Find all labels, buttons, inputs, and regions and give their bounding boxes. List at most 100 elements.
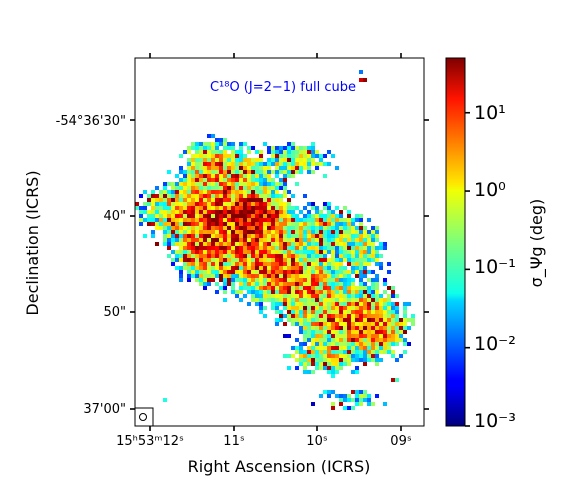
- heatmap-cell: [175, 182, 179, 186]
- heatmap-cell: [315, 266, 319, 270]
- heatmap-cell: [203, 226, 207, 230]
- heatmap-cell: [391, 314, 395, 318]
- heatmap-cell: [235, 250, 239, 254]
- heatmap-cell: [215, 226, 219, 230]
- heatmap-cell: [371, 326, 375, 330]
- heatmap-cell: [287, 162, 291, 166]
- heatmap-cell: [271, 270, 275, 274]
- heatmap-cell: [191, 154, 195, 158]
- heatmap-cell: [291, 242, 295, 246]
- heatmap-cell: [303, 262, 307, 266]
- heatmap-cell: [379, 330, 383, 334]
- heatmap-cell: [311, 306, 315, 310]
- heatmap-cell: [307, 314, 311, 318]
- heatmap-cell: [179, 218, 183, 222]
- heatmap-cell: [155, 206, 159, 210]
- heatmap-cell: [327, 202, 331, 206]
- heatmap-cell: [267, 194, 271, 198]
- heatmap-cell: [227, 246, 231, 250]
- heatmap-cell: [299, 270, 303, 274]
- heatmap-cell: [303, 310, 307, 314]
- heatmap-cell: [315, 294, 319, 298]
- heatmap-cell: [319, 230, 323, 234]
- heatmap-cell: [299, 282, 303, 286]
- heatmap-cell: [187, 206, 191, 210]
- heatmap-cell: [315, 350, 319, 354]
- heatmap-cell: [219, 158, 223, 162]
- heatmap-cell: [331, 370, 335, 374]
- heatmap-cell: [167, 242, 171, 246]
- heatmap-cell: [283, 230, 287, 234]
- heatmap-cell: [331, 326, 335, 330]
- heatmap-cell: [311, 150, 315, 154]
- heatmap-cell: [363, 246, 367, 250]
- heatmap-cell: [167, 238, 171, 242]
- heatmap-cell: [219, 154, 223, 158]
- heatmap-cell: [395, 310, 399, 314]
- heatmap-cell: [191, 178, 195, 182]
- heatmap-cell: [303, 158, 307, 162]
- heatmap-cell: [255, 214, 259, 218]
- heatmap-cell: [299, 286, 303, 290]
- heatmap-cell: [363, 302, 367, 306]
- heatmap-cell: [331, 354, 335, 358]
- heatmap-cell: [275, 198, 279, 202]
- heatmap-cell: [355, 294, 359, 298]
- heatmap-cell: [235, 254, 239, 258]
- heatmap-cell: [287, 266, 291, 270]
- heatmap-cell: [375, 262, 379, 266]
- heatmap-cell: [187, 226, 191, 230]
- heatmap-cell: [323, 206, 327, 210]
- heatmap-cell: [195, 254, 199, 258]
- heatmap-cell: [247, 234, 251, 238]
- heatmap-cell: [271, 274, 275, 278]
- heatmap-cell: [227, 266, 231, 270]
- heatmap-cell: [339, 318, 343, 322]
- heatmap-cell: [283, 154, 287, 158]
- heatmap-cell: [207, 222, 211, 226]
- heatmap-cell: [219, 178, 223, 182]
- heatmap-cell: [383, 242, 387, 246]
- heatmap-cell: [151, 210, 155, 214]
- heatmap-cell: [355, 370, 359, 374]
- heatmap-cell: [355, 314, 359, 318]
- heatmap-cell: [311, 342, 315, 346]
- heatmap-cell: [303, 218, 307, 222]
- heatmap-cell: [163, 190, 167, 194]
- heatmap-cell: [323, 202, 327, 206]
- heatmap-cell: [259, 278, 263, 282]
- heatmap-cell: [287, 170, 291, 174]
- heatmap-cell: [343, 306, 347, 310]
- heatmap-cell: [259, 274, 263, 278]
- heatmap-cell: [191, 182, 195, 186]
- heatmap-cell: [403, 302, 407, 306]
- heatmap-cell: [179, 274, 183, 278]
- heatmap-cell: [255, 166, 259, 170]
- heatmap-cell: [363, 318, 367, 322]
- heatmap-cell: [363, 230, 367, 234]
- heatmap-cell: [235, 242, 239, 246]
- heatmap-cell: [351, 250, 355, 254]
- heatmap-cell: [271, 202, 275, 206]
- heatmap-cell: [355, 262, 359, 266]
- heatmap-cell: [199, 146, 203, 150]
- heatmap-cell: [227, 178, 231, 182]
- heatmap-cell: [371, 346, 375, 350]
- heatmap-cell: [183, 234, 187, 238]
- heatmap-cell: [223, 186, 227, 190]
- heatmap-cell: [235, 206, 239, 210]
- heatmap-cell: [367, 318, 371, 322]
- heatmap-cell: [203, 178, 207, 182]
- heatmap-cell: [163, 214, 167, 218]
- heatmap-cell: [231, 278, 235, 282]
- heatmap-cell: [319, 154, 323, 158]
- heatmap-cell: [183, 246, 187, 250]
- heatmap-cell: [331, 366, 335, 370]
- heatmap-cell: [343, 246, 347, 250]
- heatmap-cell: [399, 338, 403, 342]
- heatmap-cell: [331, 274, 335, 278]
- heatmap-cell: [223, 198, 227, 202]
- heatmap-cell: [387, 262, 391, 266]
- heatmap-cell: [339, 322, 343, 326]
- heatmap-cell: [351, 330, 355, 334]
